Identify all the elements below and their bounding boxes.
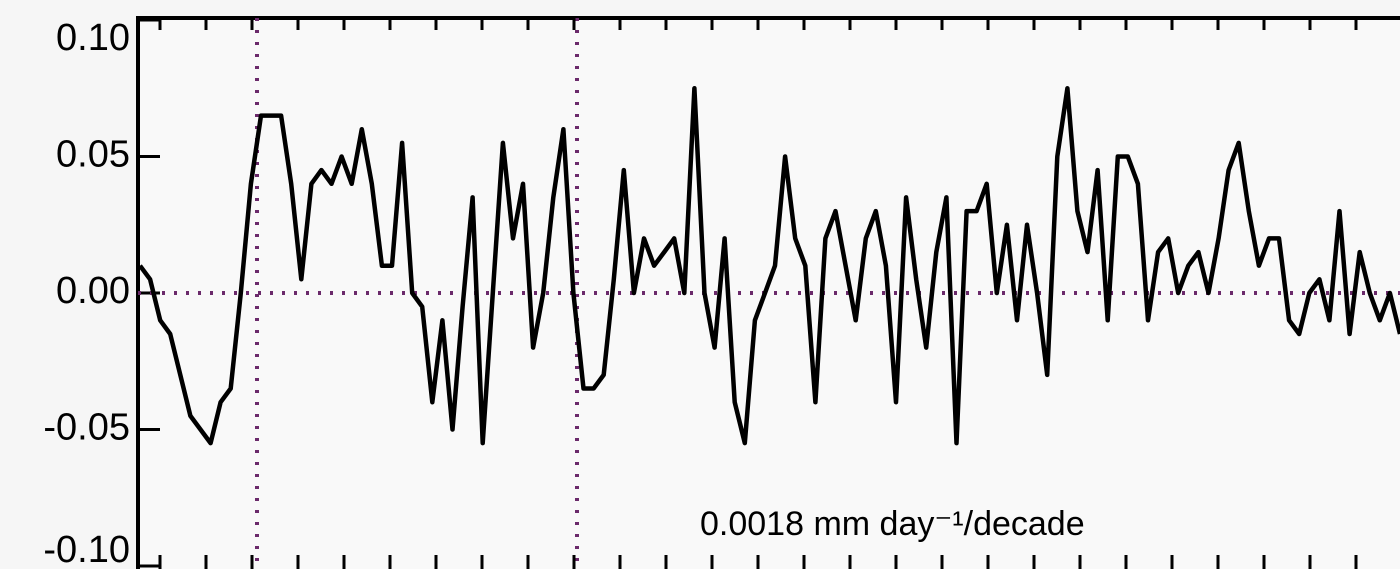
plot-frame <box>136 16 1400 569</box>
y-tick-label: -0.05 <box>43 407 130 449</box>
y-tick-label: 0.00 <box>56 270 130 312</box>
data-line <box>138 86 1400 446</box>
y-tick-label: -0.10 <box>43 529 130 569</box>
y-tick-label: 0.05 <box>56 134 130 176</box>
y-tick-label: 0.10 <box>56 17 130 59</box>
annotation: 0.0018 mm day⁻¹/decade <box>700 505 1085 543</box>
